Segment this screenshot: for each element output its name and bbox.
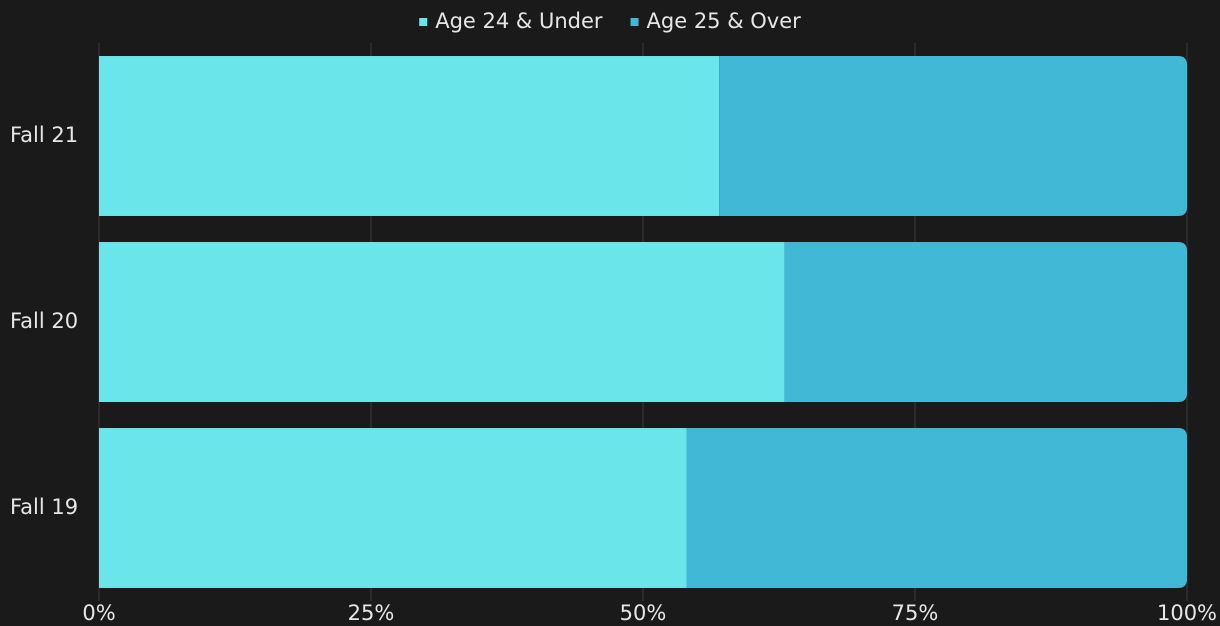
x-tick-label: 0% — [82, 601, 115, 625]
y-tick-label: Fall 21 — [10, 123, 78, 147]
bar-segment — [99, 428, 687, 588]
legend-swatch — [419, 18, 428, 26]
bar-segment — [99, 242, 785, 402]
bar-segment — [784, 242, 1187, 402]
label-layer: 0% 25% 50% 75% 100% Fall 21 Fall 20 Fall 19 Age … — [10, 9, 1217, 625]
x-tick-label: 75% — [892, 601, 939, 625]
x-tick-label: 25% — [348, 601, 395, 625]
legend-swatch — [630, 18, 639, 26]
x-tick-label: 50% — [620, 601, 667, 625]
bar-layer — [99, 56, 1187, 588]
legend-label: Age 24 & Under — [435, 9, 603, 33]
x-tick-label: 100% — [1157, 601, 1217, 625]
bar-segment — [99, 56, 720, 216]
y-tick-label: Fall 19 — [10, 495, 78, 519]
bar-segment — [686, 428, 1187, 588]
bar-segment — [719, 56, 1187, 216]
legend-label: Age 25 & Over — [647, 9, 802, 33]
y-tick-label: Fall 20 — [10, 309, 78, 333]
